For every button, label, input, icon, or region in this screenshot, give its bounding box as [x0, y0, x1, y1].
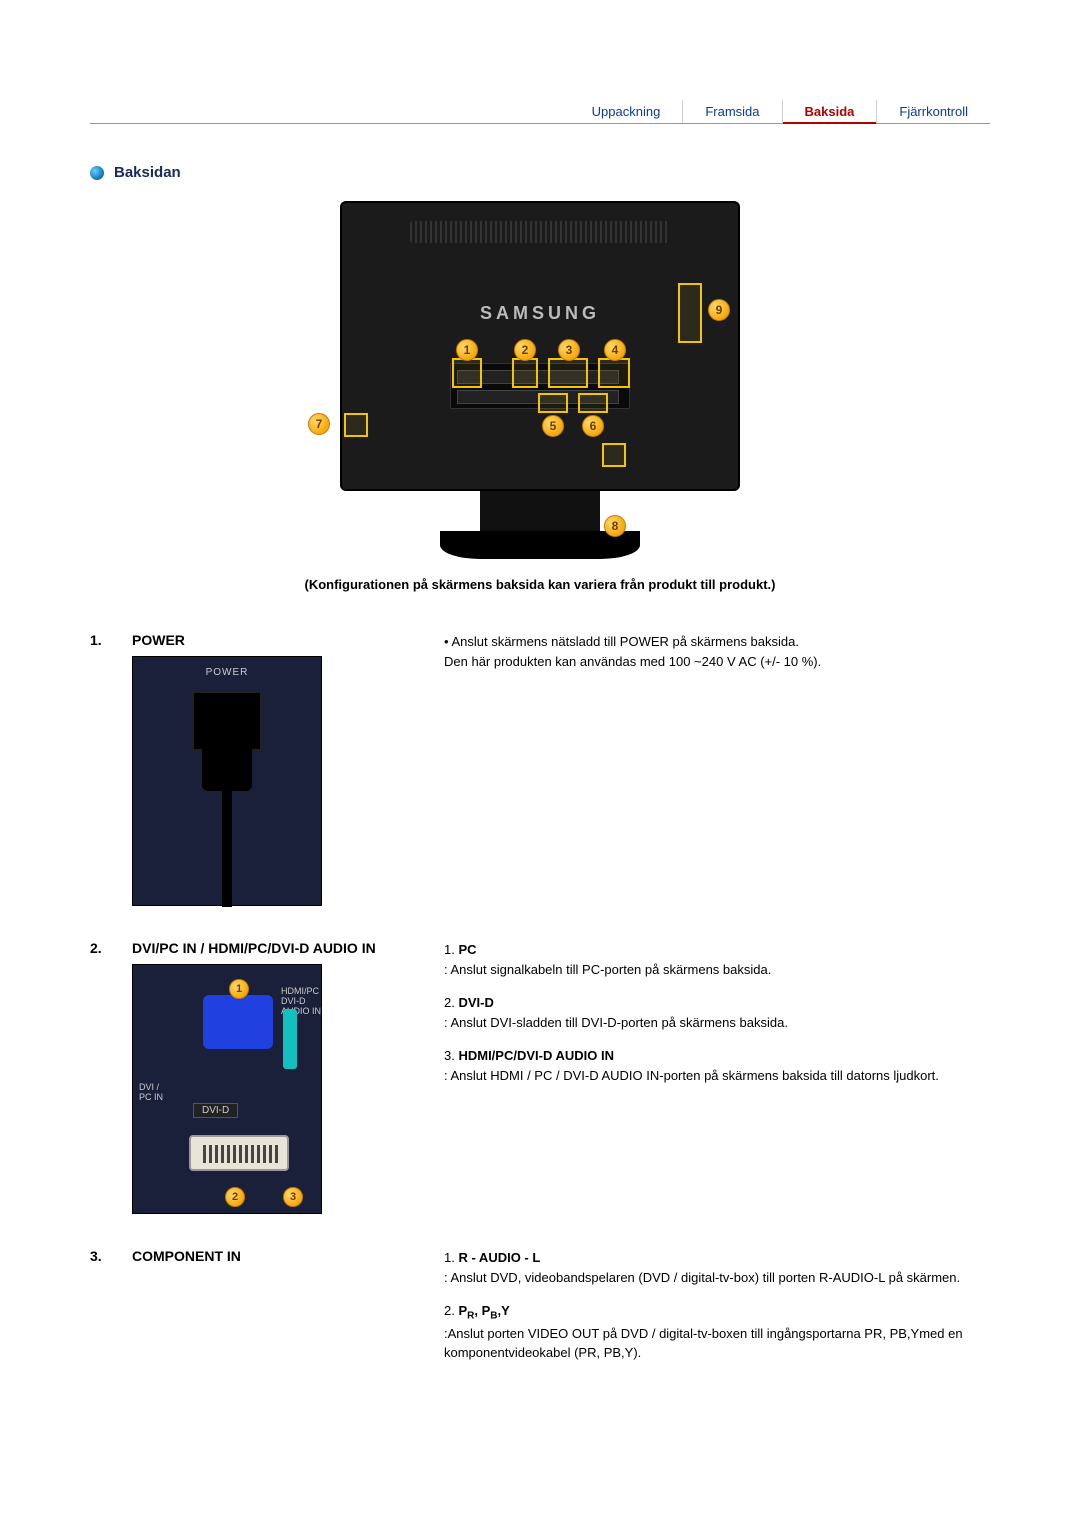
callout-pin-6: 6: [582, 415, 604, 437]
callout-pin-7: 7: [308, 413, 330, 435]
thumb-label-dvi-pc-in: DVI / PC IN: [139, 1083, 163, 1103]
thumb-pin-1: 1: [229, 979, 249, 999]
sub-item: 1. R - AUDIO - L : Anslut DVD, videoband…: [444, 1248, 990, 1287]
sub-item: 2. DVI-D : Anslut DVI-sladden till DVI-D…: [444, 993, 990, 1032]
callout-pin-8: 8: [604, 515, 626, 537]
thumb-power-label: POWER: [206, 667, 249, 678]
callout-pin-5: 5: [542, 415, 564, 437]
callout-pin-9: 9: [708, 299, 730, 321]
vga-connector: [203, 995, 273, 1049]
sub-item: 3. HDMI/PC/DVI-D AUDIO IN : Anslut HDMI …: [444, 1046, 990, 1085]
tab-uppackning[interactable]: Uppackning: [570, 100, 684, 123]
callout-pin-3: 3: [558, 339, 580, 361]
bullet-text: Anslut skärmens nätsladd till POWER på s…: [444, 632, 990, 671]
entry-number: 3.: [90, 1248, 120, 1264]
entry-title: POWER: [132, 632, 432, 648]
highlight-5: [538, 393, 568, 413]
tab-framsida[interactable]: Framsida: [683, 100, 782, 123]
section-heading: Baksidan: [90, 164, 990, 181]
top-tabs: Uppackning Framsida Baksida Fjärrkontrol…: [90, 100, 990, 124]
entry-title: COMPONENT IN: [132, 1248, 432, 1264]
sub-item: 1. PC : Anslut signalkabeln till PC-port…: [444, 940, 990, 979]
callout-pin-1: 1: [456, 339, 478, 361]
vent-grille: [410, 221, 670, 243]
highlight-1: [452, 358, 482, 388]
highlight-2: [512, 358, 538, 388]
entry-power: 1. POWER POWER Anslut skärmens nätsladd …: [90, 632, 990, 906]
callout-pin-2: 2: [514, 339, 536, 361]
highlight-6: [578, 393, 608, 413]
thumb-power: POWER: [132, 656, 322, 906]
thumb-pin-3: 3: [283, 1187, 303, 1207]
brand-logo: SAMSUNG: [480, 303, 600, 324]
highlight-3: [548, 358, 588, 388]
thumb-dvipc: DVI / PC IN HDMI/PC DVI-D AUDIO IN DVI-D…: [132, 964, 322, 1214]
entry-description: 1. R - AUDIO - L : Anslut DVD, videoband…: [444, 1248, 990, 1377]
sub-item: 2. PR, PB,Y :Anslut porten VIDEO OUT på …: [444, 1301, 990, 1363]
highlight-4: [598, 358, 630, 388]
entry-number: 1.: [90, 632, 120, 648]
dvi-connector: [189, 1135, 289, 1171]
section-title: Baksidan: [114, 164, 181, 181]
entry-description: Anslut skärmens nätsladd till POWER på s…: [444, 632, 990, 671]
entry-description: 1. PC : Anslut signalkabeln till PC-port…: [444, 940, 990, 1099]
entry-title: DVI/PC IN / HDMI/PC/DVI-D AUDIO IN: [132, 940, 432, 956]
highlight-7: [344, 413, 368, 437]
tab-fjarrkontroll[interactable]: Fjärrkontroll: [877, 100, 990, 123]
thumb-pin-2: 2: [225, 1187, 245, 1207]
highlight-8: [602, 443, 626, 467]
highlight-9: [678, 283, 702, 343]
entry-component: 3. COMPONENT IN 1. R - AUDIO - L : Anslu…: [90, 1248, 990, 1377]
diagram-caption: (Konfigurationen på skärmens baksida kan…: [90, 577, 990, 592]
bullet-icon: [90, 166, 104, 180]
stand-neck: [480, 491, 600, 531]
power-plug: [202, 711, 252, 791]
main-diagram: SAMSUNG 1 2 3 4 5 6 9 7 8: [90, 201, 990, 559]
thumb-label-dvid: DVI-D: [193, 1103, 238, 1118]
audio-jack: [283, 1009, 297, 1069]
tab-baksida[interactable]: Baksida: [783, 100, 878, 123]
power-cord: [222, 787, 232, 907]
callout-pin-4: 4: [604, 339, 626, 361]
monitor-bezel: SAMSUNG 1 2 3 4 5 6 9: [340, 201, 740, 491]
entry-number: 2.: [90, 940, 120, 956]
entry-dvipc: 2. DVI/PC IN / HDMI/PC/DVI-D AUDIO IN DV…: [90, 940, 990, 1214]
